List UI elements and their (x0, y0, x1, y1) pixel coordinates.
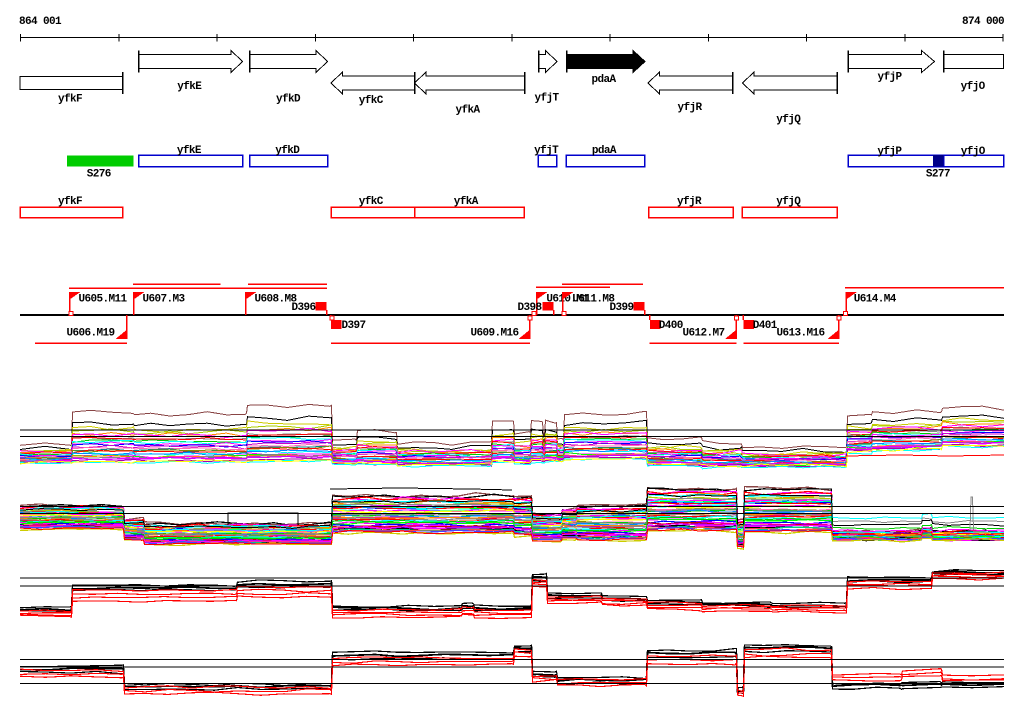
svg-text:yfkA: yfkA (454, 196, 479, 208)
svg-text:yfkE: yfkE (177, 81, 202, 93)
svg-text:yfkC: yfkC (359, 95, 384, 107)
svg-text:yfjR: yfjR (678, 102, 703, 114)
svg-text:yfkA: yfkA (456, 105, 481, 117)
svg-text:yfjP: yfjP (877, 146, 902, 158)
svg-text:yfjO: yfjO (961, 146, 986, 158)
svg-text:D397: D397 (342, 320, 366, 332)
svg-text:U608.M8: U608.M8 (255, 294, 298, 306)
svg-text:pdaA: pdaA (592, 74, 617, 86)
svg-text:yfjQ: yfjQ (776, 114, 801, 126)
svg-text:U610.M1: U610.M1 (546, 294, 589, 306)
svg-text:U613.M16: U613.M16 (777, 328, 825, 340)
svg-text:U606.M19: U606.M19 (67, 328, 115, 340)
svg-text:pdaA: pdaA (592, 145, 617, 157)
svg-text:D400: D400 (659, 320, 683, 332)
svg-text:yfkD: yfkD (276, 94, 301, 106)
svg-text:yfjT: yfjT (534, 145, 559, 157)
svg-text:U612.M7: U612.M7 (683, 328, 725, 340)
svg-text:yfkF: yfkF (58, 94, 82, 106)
svg-text:U607.M3: U607.M3 (143, 294, 186, 306)
svg-text:U605.M11: U605.M11 (79, 294, 128, 306)
svg-text:yfjO: yfjO (961, 81, 986, 93)
svg-text:S276: S276 (87, 168, 111, 180)
svg-text:yfjR: yfjR (677, 196, 702, 208)
svg-text:U611.M8: U611.M8 (572, 294, 615, 306)
svg-text:S277: S277 (926, 169, 950, 181)
svg-text:874 000: 874 000 (962, 16, 1004, 28)
svg-text:D398: D398 (518, 302, 543, 314)
svg-text:U609.M16: U609.M16 (471, 328, 519, 340)
svg-text:yfjT: yfjT (535, 93, 560, 105)
svg-text:D399: D399 (610, 302, 634, 314)
svg-text:yfkD: yfkD (275, 145, 300, 157)
svg-text:D401: D401 (753, 320, 778, 332)
svg-text:yfkE: yfkE (177, 145, 202, 157)
svg-text:864 001: 864 001 (19, 16, 62, 28)
svg-text:D396: D396 (292, 302, 316, 314)
svg-text:yfjP: yfjP (878, 72, 903, 84)
svg-text:yfkF: yfkF (58, 196, 82, 208)
svg-text:yfjQ: yfjQ (776, 196, 801, 208)
svg-text:yfkC: yfkC (359, 196, 384, 208)
svg-text:U614.M4: U614.M4 (854, 294, 897, 306)
